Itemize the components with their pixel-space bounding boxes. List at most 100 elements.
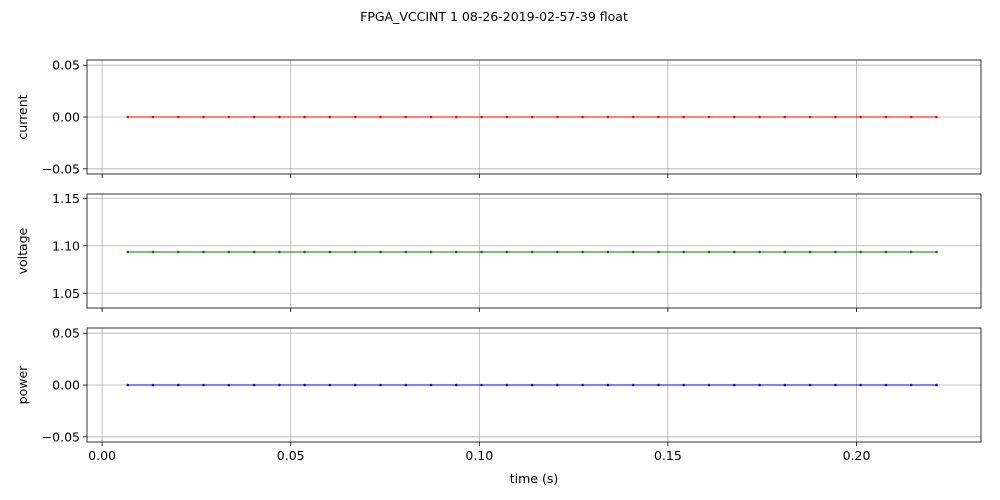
current-data-point bbox=[606, 115, 610, 119]
power-data-point bbox=[176, 383, 180, 387]
current-data-point bbox=[454, 115, 458, 119]
x-tick-label: 0.00 bbox=[88, 448, 116, 463]
voltage-data-point bbox=[733, 250, 736, 254]
current-data-point bbox=[126, 115, 130, 119]
voltage-data-point bbox=[252, 250, 256, 254]
figure-title: FPGA_VCCINT 1 08-26-2019-02-57-39 float bbox=[360, 9, 628, 24]
current-data-point bbox=[682, 115, 686, 119]
current-data-point bbox=[278, 115, 281, 119]
voltage-data-point bbox=[631, 250, 635, 254]
y-tick-label: −0.05 bbox=[42, 161, 80, 176]
power-data-point bbox=[884, 383, 888, 387]
voltage-data-point bbox=[176, 250, 180, 254]
current-data-point bbox=[252, 115, 256, 119]
y-tick-label: 0.00 bbox=[52, 378, 80, 393]
current-data-point bbox=[480, 115, 483, 119]
current-data-point bbox=[505, 115, 509, 119]
voltage-data-point bbox=[429, 250, 433, 254]
current-data-point bbox=[202, 115, 205, 119]
power-data-point bbox=[556, 383, 559, 387]
y-tick-label: 1.15 bbox=[52, 191, 80, 206]
voltage-data-point bbox=[682, 250, 686, 254]
power-data-point bbox=[454, 383, 458, 387]
power-axis-label: power bbox=[15, 365, 30, 404]
current-data-point bbox=[834, 115, 837, 119]
voltage-data-point bbox=[657, 250, 660, 254]
voltage-data-point bbox=[328, 250, 332, 254]
power-data-point bbox=[303, 383, 306, 387]
power-data-point bbox=[227, 383, 231, 387]
x-tick-label: 0.20 bbox=[843, 448, 871, 463]
current-data-point bbox=[176, 115, 180, 119]
voltage-data-point bbox=[783, 250, 787, 254]
power-data-point bbox=[909, 383, 913, 387]
voltage-data-point bbox=[505, 250, 509, 254]
power-data-point bbox=[379, 383, 382, 387]
voltage-data-point bbox=[884, 250, 888, 254]
power-data-point bbox=[657, 383, 660, 387]
current-data-point bbox=[303, 115, 306, 119]
x-tick-label: 0.15 bbox=[654, 448, 682, 463]
current-data-point bbox=[631, 115, 635, 119]
y-tick-label: 0.05 bbox=[52, 326, 80, 341]
current-data-point bbox=[733, 115, 736, 119]
voltage-axis-label: voltage bbox=[15, 227, 30, 274]
subplot-power: −0.05 0.00 0.05 0.00 0.05 0.10 0.15 0.20 power bbox=[15, 326, 982, 463]
power-data-point bbox=[631, 383, 635, 387]
current-data-point bbox=[707, 115, 711, 119]
current-data-point bbox=[328, 115, 332, 119]
current-data-point bbox=[227, 115, 231, 119]
y-tick-label: 0.05 bbox=[52, 58, 80, 73]
subplots: −0.05 0.00 0.05 current 1.05 1.10 1.15 voltage −… bbox=[15, 58, 982, 463]
power-data-point bbox=[859, 383, 862, 387]
y-tick-label: 0.00 bbox=[52, 110, 80, 125]
voltage-data-point bbox=[581, 250, 584, 254]
current-data-point bbox=[859, 115, 862, 119]
x-tick-label: 0.10 bbox=[465, 448, 493, 463]
x-axis-label: time (s) bbox=[510, 471, 558, 486]
voltage-data-point bbox=[859, 250, 862, 254]
voltage-data-point bbox=[606, 250, 610, 254]
current-data-point bbox=[783, 115, 787, 119]
current-data-point bbox=[404, 115, 408, 119]
current-data-point bbox=[353, 115, 357, 119]
current-data-point bbox=[657, 115, 660, 119]
voltage-data-point bbox=[909, 250, 913, 254]
voltage-data-point bbox=[480, 250, 483, 254]
voltage-data-point bbox=[404, 250, 408, 254]
current-data-point bbox=[909, 115, 913, 119]
voltage-data-point bbox=[935, 250, 938, 254]
voltage-data-point bbox=[379, 250, 382, 254]
power-data-point bbox=[834, 383, 837, 387]
voltage-data-point bbox=[530, 250, 534, 254]
current-data-point bbox=[884, 115, 888, 119]
current-data-point bbox=[758, 115, 761, 119]
y-tick-label: −0.05 bbox=[42, 429, 80, 444]
power-data-point bbox=[151, 383, 155, 387]
power-data-point bbox=[783, 383, 787, 387]
subplot-current: −0.05 0.00 0.05 current bbox=[15, 58, 982, 178]
subplot-voltage: 1.05 1.10 1.15 voltage bbox=[15, 191, 982, 312]
power-data-point bbox=[606, 383, 610, 387]
power-data-point bbox=[328, 383, 332, 387]
voltage-data-point bbox=[454, 250, 458, 254]
power-data-point bbox=[126, 383, 130, 387]
current-axis-label: current bbox=[15, 94, 30, 139]
current-data-point bbox=[935, 115, 938, 119]
power-data-point bbox=[707, 383, 711, 387]
voltage-data-point bbox=[556, 250, 559, 254]
power-data-point bbox=[808, 383, 812, 387]
current-data-point bbox=[808, 115, 812, 119]
current-data-point bbox=[379, 115, 382, 119]
voltage-data-point bbox=[353, 250, 357, 254]
power-data-point bbox=[530, 383, 534, 387]
voltage-data-point bbox=[202, 250, 205, 254]
voltage-data-point bbox=[707, 250, 711, 254]
voltage-data-point bbox=[303, 250, 306, 254]
power-data-point bbox=[682, 383, 686, 387]
power-data-point bbox=[733, 383, 736, 387]
power-data-point bbox=[505, 383, 509, 387]
power-data-point bbox=[278, 383, 281, 387]
power-data-point bbox=[404, 383, 408, 387]
